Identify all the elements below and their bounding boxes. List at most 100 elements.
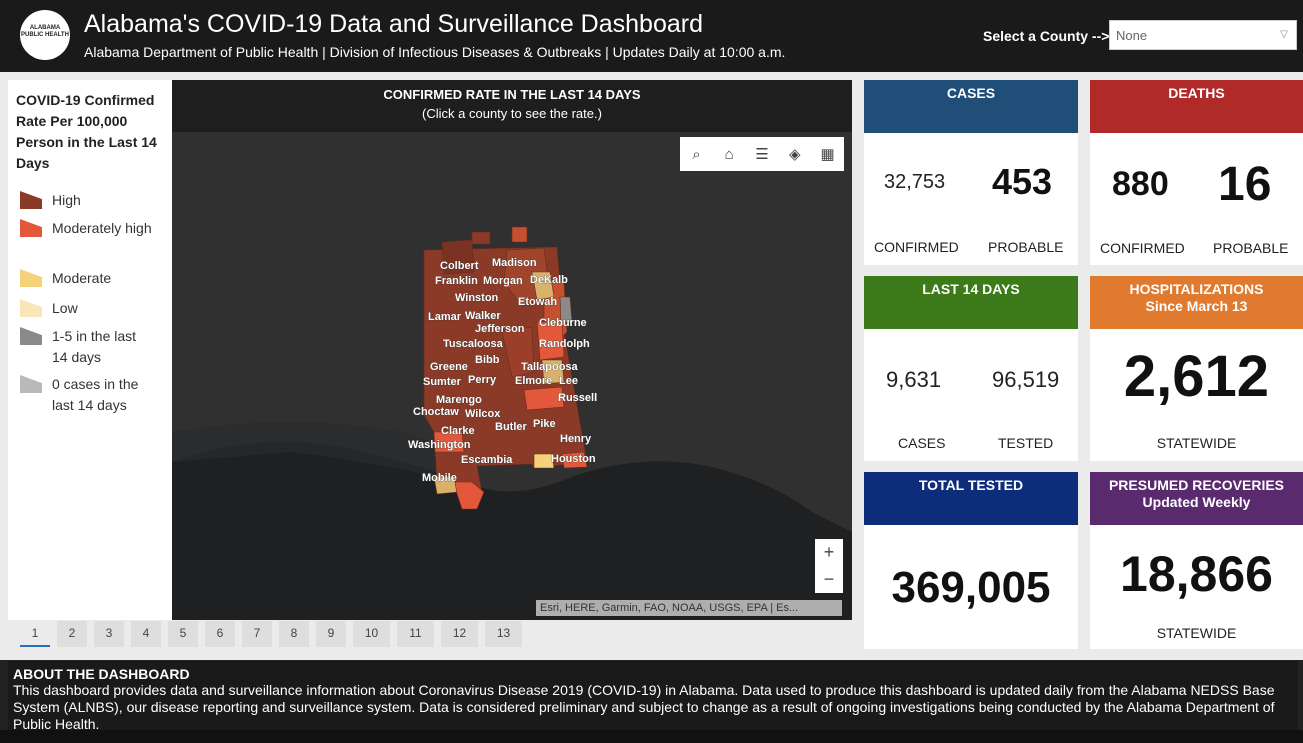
county-label: Lamar — [428, 311, 462, 323]
county-label: Walker — [465, 310, 501, 322]
hospitalizations-title: HOSPITALIZATIONS — [1129, 281, 1264, 297]
deaths-probable-value: 16 — [1218, 158, 1272, 211]
last14-card: LAST 14 DAYS 9,631 96,519 CASES TESTED — [864, 276, 1078, 461]
total-tested-value: 369,005 — [891, 563, 1051, 612]
deaths-confirmed-value: 880 — [1112, 165, 1169, 203]
zoom-control: + − — [815, 539, 843, 593]
page-tab[interactable]: 5 — [168, 621, 198, 647]
header-bar: ALABAMA PUBLIC HEALTH Alabama's COVID-19… — [0, 0, 1303, 72]
county-label: Greene — [430, 361, 468, 373]
legend-item: Low — [20, 298, 152, 319]
adph-logo: ALABAMA PUBLIC HEALTH — [20, 10, 70, 60]
county-label: Bibb — [475, 354, 500, 366]
home-icon[interactable]: ⌂ — [724, 145, 734, 163]
legend-swatch-0 — [20, 375, 42, 393]
page-tab[interactable]: 10 — [353, 621, 390, 647]
legend-swatch-1-5 — [20, 327, 42, 345]
page-tab[interactable]: 2 — [57, 621, 87, 647]
page-tab[interactable]: 4 — [131, 621, 161, 647]
bottom-strip — [0, 730, 1303, 743]
hospitalizations-card: HOSPITALIZATIONS Since March 13 2,612 ST… — [1090, 276, 1303, 461]
deaths-card-title: DEATHS — [1090, 80, 1303, 133]
county-label: Choctaw — [413, 406, 459, 418]
total-tested-title: TOTAL TESTED — [864, 472, 1078, 525]
legend-icon[interactable]: ☰ — [755, 146, 769, 163]
recoveries-subtitle: Updated Weekly — [1142, 494, 1251, 510]
legend-swatch-high — [20, 191, 42, 209]
county-label: Washington — [408, 439, 471, 451]
county-label: Mobile — [422, 472, 457, 484]
cases-probable-value: 453 — [992, 161, 1053, 202]
county-label: Houston — [551, 453, 596, 465]
chevron-down-icon: ▽ — [1280, 29, 1288, 40]
hospitalizations-card-header: HOSPITALIZATIONS Since March 13 — [1090, 276, 1303, 329]
county-select[interactable]: None ▽ — [1109, 20, 1297, 50]
map-toolbar: ⌕ ⌂ ☰ ◈ ▦ — [680, 137, 844, 171]
recoveries-label: STATEWIDE — [1156, 625, 1237, 641]
map-panel: CONFIRMED RATE IN THE LAST 14 DAYS (Clic… — [172, 80, 852, 620]
recoveries-card: PRESUMED RECOVERIES Updated Weekly 18,86… — [1090, 472, 1303, 649]
legend-panel: COVID-19 Confirmed Rate Per 100,000 Pers… — [8, 80, 172, 620]
cases-card: CASES 32,753 453 CONFIRMED PROBABLE — [864, 80, 1078, 265]
county-label: Perry — [468, 374, 497, 386]
map-header: CONFIRMED RATE IN THE LAST 14 DAYS (Clic… — [172, 80, 852, 132]
cases-confirmed-value: 32,753 — [884, 171, 946, 193]
county-label: Elmore — [515, 375, 552, 387]
county-label: Henry — [560, 433, 592, 445]
county-label: Randolph — [539, 338, 590, 350]
recoveries-value: 18,866 — [1120, 546, 1273, 602]
last14-cases-label: CASES — [898, 435, 946, 451]
cases-confirmed-label: CONFIRMED — [874, 239, 959, 255]
page-tabs: 1 2 3 4 5 6 7 8 9 10 11 12 13 — [20, 621, 529, 649]
county-label: Pike — [533, 418, 556, 430]
legend-title: COVID-19 Confirmed Rate Per 100,000 Pers… — [16, 92, 157, 171]
layers-icon[interactable]: ◈ — [789, 146, 801, 163]
zoom-out-button[interactable]: − — [823, 569, 835, 589]
hospitalizations-label: STATEWIDE — [1156, 435, 1237, 451]
county-select-label: Select a County --> — [983, 28, 1110, 44]
legend-item: 1-5 in the last 14 days — [20, 326, 152, 368]
last14-tested-label: TESTED — [998, 435, 1054, 451]
zoom-in-button[interactable]: + — [823, 542, 835, 562]
page-tab[interactable]: 3 — [94, 621, 124, 647]
county-label: Madison — [492, 257, 537, 269]
county-label: Butler — [495, 421, 528, 433]
page-title: Alabama's COVID-19 Data and Surveillance… — [84, 10, 703, 38]
county-label: Clarke — [441, 425, 475, 437]
county-map[interactable]: Colbert Madison Franklin Morgan DeKalb W… — [172, 132, 852, 620]
page-tab[interactable]: 7 — [242, 621, 272, 647]
county-select-value: None — [1116, 28, 1148, 43]
deaths-probable-label: PROBABLE — [1213, 240, 1289, 256]
deaths-confirmed-label: CONFIRMED — [1100, 240, 1185, 256]
about-title: ABOUT THE DASHBOARD — [13, 666, 190, 682]
cases-card-title: CASES — [864, 80, 1078, 133]
page-tab[interactable]: 9 — [316, 621, 346, 647]
page-tab[interactable]: 12 — [441, 621, 478, 647]
county-label: Tallapoosa — [521, 361, 579, 373]
cases-probable-label: PROBABLE — [988, 239, 1064, 255]
deaths-card: DEATHS 880 16 CONFIRMED PROBABLE — [1090, 80, 1303, 265]
county-label: Colbert — [440, 260, 479, 272]
last14-tested-value: 96,519 — [992, 367, 1060, 392]
county-label: Cleburne — [539, 317, 587, 329]
county-label: Russell — [558, 392, 597, 404]
legend-swatch-moderate — [20, 269, 42, 287]
county-label: Escambia — [461, 454, 513, 466]
map-attribution[interactable]: Esri, HERE, Garmin, FAO, NOAA, USGS, EPA… — [536, 600, 842, 616]
page-tab[interactable]: 6 — [205, 621, 235, 647]
page-tab[interactable]: 1 — [20, 621, 50, 647]
qr-icon[interactable]: ▦ — [820, 146, 835, 163]
last14-card-title: LAST 14 DAYS — [864, 276, 1078, 329]
search-icon[interactable]: ⌕ — [692, 145, 701, 163]
recoveries-card-header: PRESUMED RECOVERIES Updated Weekly — [1090, 472, 1303, 525]
page-tab[interactable]: 13 — [485, 621, 522, 647]
legend-swatch-low — [20, 299, 42, 317]
page-tab[interactable]: 8 — [279, 621, 309, 647]
county-label: DeKalb — [530, 274, 568, 286]
county-label: Etowah — [518, 296, 557, 308]
hospitalizations-value: 2,612 — [1123, 344, 1270, 409]
about-text: This dashboard provides data and surveil… — [13, 682, 1275, 730]
page-tab[interactable]: 11 — [397, 621, 434, 647]
map-subtitle: (Click a county to see the rate.) — [422, 106, 602, 121]
county-label: Wilcox — [465, 408, 501, 420]
